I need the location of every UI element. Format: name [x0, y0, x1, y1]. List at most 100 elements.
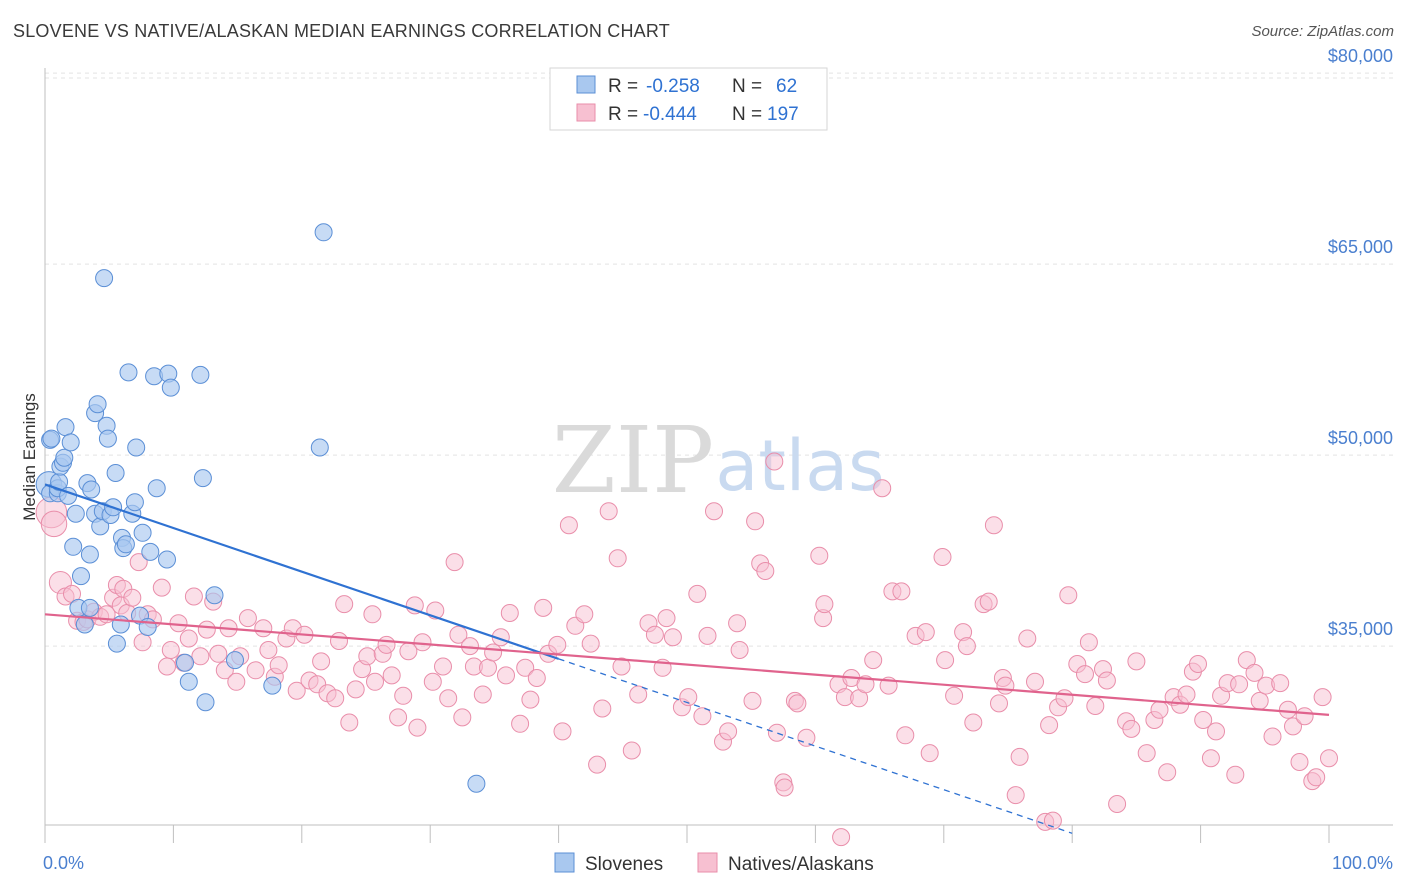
- legend-label-slovenes: Slovenes: [585, 854, 663, 875]
- point-native-150: [957, 637, 976, 656]
- point-native-57: [363, 605, 382, 624]
- point-native-90: [553, 722, 572, 741]
- point-native-72: [445, 553, 464, 572]
- point-native-178: [1137, 744, 1156, 763]
- point-native-17: [129, 553, 148, 572]
- point-slovene-21: [82, 480, 101, 499]
- point-native-121: [765, 452, 784, 471]
- point-native-97: [599, 502, 618, 521]
- trend-line-slovenes-extension: [558, 658, 1073, 834]
- watermark-atlas: atlas: [715, 425, 884, 507]
- point-native-206: [1313, 688, 1332, 707]
- point-native-205: [1307, 768, 1326, 787]
- point-native-124: [775, 778, 794, 797]
- point-slovene-17: [75, 615, 94, 634]
- point-slovene-27: [95, 269, 114, 288]
- y-axis-label-group: Median Earnings: [20, 393, 39, 521]
- point-native-27: [184, 587, 203, 606]
- point-native-66: [408, 718, 427, 737]
- point-native-160: [1018, 629, 1037, 648]
- point-native-22: [158, 657, 176, 676]
- point-slovene-59: [310, 438, 329, 457]
- x-tick-label-left: 0.0%: [43, 853, 84, 873]
- stats-r-value-1: -0.258: [646, 76, 700, 97]
- point-native-56: [358, 647, 377, 666]
- point-native-200: [1278, 700, 1297, 719]
- point-native-82: [500, 604, 519, 622]
- point-native-68: [423, 672, 442, 691]
- point-native-136: [856, 675, 875, 694]
- point-native-105: [657, 609, 676, 628]
- point-native-87: [534, 598, 553, 617]
- x-tick-label-right: 100.0%: [1332, 853, 1393, 873]
- point-slovene-32: [106, 464, 125, 482]
- point-native-61: [382, 666, 401, 685]
- point-native-84: [516, 658, 535, 677]
- point-slovene-57: [226, 651, 244, 670]
- point-native-63: [394, 686, 413, 705]
- point-native-103: [645, 625, 664, 644]
- stats-r-label-1: R =: [608, 76, 638, 97]
- point-native-188: [1201, 749, 1220, 768]
- watermark-zip: ZIP: [552, 407, 714, 514]
- point-slovene-24: [88, 395, 107, 414]
- point-slovene-60: [314, 223, 333, 242]
- point-slovene-55: [196, 693, 215, 712]
- legend-swatch-natives: [697, 852, 718, 873]
- point-native-36: [238, 609, 257, 628]
- y-tick-label-3: $80,000: [1328, 46, 1393, 66]
- point-native-151: [964, 713, 983, 732]
- point-native-192: [1226, 765, 1245, 784]
- point-slovene-16: [72, 567, 90, 586]
- point-native-127: [797, 728, 816, 747]
- stats-legend-box: R = -0.258 N = 62 R = -0.444 N = 197: [549, 67, 828, 131]
- stats-n-label-1: N =: [732, 76, 762, 97]
- grid-layer: $35,000 $50,000 $65,000 $80,000: [45, 46, 1393, 647]
- point-slovene-51: [176, 653, 194, 672]
- point-native-187: [1194, 711, 1213, 729]
- point-native-177: [1127, 652, 1146, 671]
- point-slovene-40: [125, 493, 144, 512]
- point-native-147: [936, 651, 955, 670]
- point-native-74: [453, 708, 472, 727]
- point-native-155: [990, 694, 1008, 713]
- point-slovene-61: [467, 774, 486, 793]
- point-native-166: [1055, 689, 1074, 708]
- legend-swatch-slovenes: [554, 852, 575, 873]
- point-native-71: [439, 689, 458, 708]
- point-native-67: [413, 633, 432, 652]
- point-native-128: [810, 546, 829, 565]
- point-native-109: [688, 584, 707, 603]
- point-slovene-14: [66, 504, 85, 523]
- trend-layer: [44, 483, 1330, 834]
- point-native-52: [335, 595, 354, 614]
- point-native-60: [377, 635, 396, 654]
- points-layer: [35, 223, 1338, 847]
- point-native-146: [933, 548, 952, 566]
- point-native-193: [1230, 675, 1249, 694]
- point-native-122: [767, 723, 786, 742]
- point-native-148: [945, 686, 964, 705]
- y-tick-label-1: $50,000: [1328, 428, 1393, 448]
- point-native-91: [559, 516, 578, 535]
- point-native-58: [366, 672, 384, 691]
- point-native-198: [1263, 727, 1282, 746]
- point-native-114: [719, 722, 738, 741]
- point-native-99: [612, 657, 631, 676]
- point-slovene-47: [147, 479, 166, 498]
- point-native-157: [996, 676, 1015, 695]
- point-native-154: [984, 516, 1003, 535]
- point-native-145: [920, 744, 939, 763]
- point-native-31: [209, 644, 228, 663]
- point-native-85: [521, 690, 540, 709]
- point-native-153: [979, 592, 998, 611]
- point-slovene-33: [107, 634, 126, 653]
- point-native-70: [434, 657, 452, 676]
- point-native-51: [330, 632, 348, 650]
- point-native-115: [728, 614, 747, 633]
- point-native-116: [730, 641, 749, 659]
- point-slovene-53: [191, 365, 210, 384]
- point-slovene-52: [179, 672, 198, 691]
- point-slovene-58: [263, 676, 282, 695]
